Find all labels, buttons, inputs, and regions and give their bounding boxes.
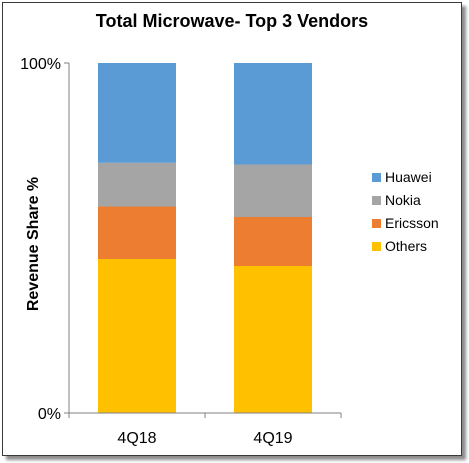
x-tick-label-4q19: 4Q19 (253, 430, 292, 447)
bar-huawei-4q19 (234, 63, 312, 165)
axes-group: 0% 100% 4Q18 4Q19 (20, 56, 342, 447)
bar-ericsson-4q18 (98, 206, 176, 259)
legend-label-others: Others (385, 238, 427, 254)
bar-others-4q18 (98, 259, 176, 413)
chart-title: Total Microwave- Top 3 Vendors (95, 11, 369, 31)
y-tick-label-0: 0% (38, 406, 61, 423)
legend-label-nokia: Nokia (385, 192, 421, 208)
bar-ericsson-4q19 (234, 217, 312, 266)
legend-swatch-ericsson (372, 219, 381, 228)
legend-swatch-others (372, 242, 381, 251)
y-tick-label-1: 100% (20, 56, 61, 73)
bar-others-4q19 (234, 266, 312, 413)
bars-group (98, 63, 312, 413)
bar-huawei-4q18 (98, 63, 176, 163)
legend: Huawei Nokia Ericsson Others (372, 169, 439, 254)
bar-nokia-4q18 (98, 162, 176, 207)
legend-swatch-huawei (372, 173, 381, 182)
legend-label-ericsson: Ericsson (385, 215, 439, 231)
legend-swatch-nokia (372, 196, 381, 205)
bar-nokia-4q19 (234, 164, 312, 217)
chart-frame: Total Microwave- Top 3 Vendors Revenue S… (2, 2, 462, 456)
x-tick-label-4q18: 4Q18 (117, 430, 156, 447)
legend-label-huawei: Huawei (385, 169, 432, 185)
